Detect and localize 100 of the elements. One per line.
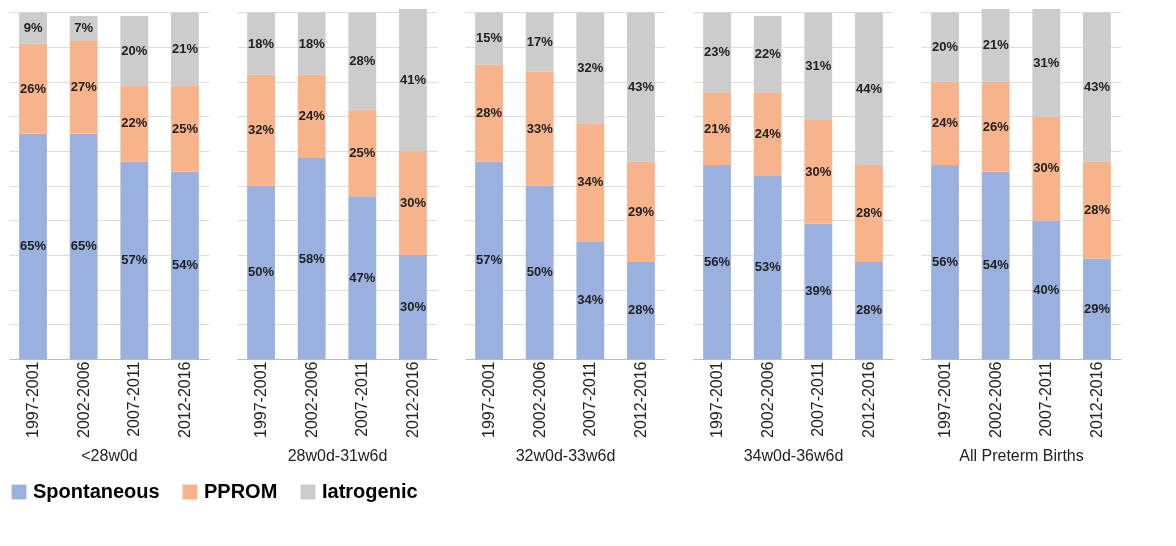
bar	[525, 71, 554, 186]
data-label: 44%	[855, 80, 883, 96]
data-label: 28%	[855, 205, 883, 221]
bar	[1032, 220, 1061, 359]
bar	[804, 12, 833, 120]
bar	[19, 133, 47, 359]
bar	[171, 85, 199, 172]
data-label: 28%	[349, 52, 376, 68]
bar	[1083, 161, 1111, 259]
bar	[348, 12, 377, 110]
x-tick-label: 2007-2011	[581, 361, 599, 437]
bar	[703, 164, 731, 359]
data-label: 32%	[577, 59, 604, 75]
bar	[931, 12, 959, 82]
x-tick-label: 2007-2011	[353, 361, 371, 437]
bar	[247, 74, 275, 186]
bar	[297, 12, 326, 75]
bar	[981, 171, 1010, 359]
bar	[855, 12, 883, 165]
data-label: 57%	[476, 252, 503, 268]
data-label: 18%	[298, 35, 326, 51]
data-label: 50%	[248, 264, 275, 280]
bar	[475, 64, 503, 162]
bar	[69, 40, 98, 134]
data-label: 54%	[171, 257, 199, 273]
data-label: 57%	[121, 252, 148, 268]
x-tick-label: 2012-2016	[1087, 361, 1105, 439]
bar	[576, 123, 605, 242]
bar	[348, 196, 377, 359]
data-label: 58%	[298, 250, 326, 266]
x-axis-title: 34w0d-36w6d	[743, 447, 844, 465]
bar	[120, 85, 149, 162]
bar	[297, 74, 326, 159]
bar	[297, 158, 326, 359]
data-label: 30%	[1033, 160, 1060, 176]
data-label: 47%	[349, 269, 376, 285]
data-label: 39%	[805, 283, 832, 299]
data-label: 65%	[70, 238, 98, 254]
x-tick-label: 1997-2001	[252, 361, 270, 439]
data-label: 53%	[754, 259, 782, 275]
x-tick-label: 2007-2011	[809, 361, 827, 437]
bar	[399, 151, 427, 256]
bar	[753, 15, 782, 93]
data-label: 21%	[704, 120, 731, 136]
bar	[19, 43, 47, 134]
bar	[753, 92, 782, 176]
x-axis-title: 32w0d-33w6d	[515, 447, 616, 465]
data-label: 23%	[704, 44, 731, 60]
x-axis-title: All Preterm Births	[959, 447, 1084, 465]
bar	[576, 241, 605, 359]
data-label: 65%	[20, 238, 47, 254]
legend-label: PPROM	[204, 480, 278, 502]
data-label: 24%	[932, 115, 959, 131]
bar	[981, 9, 1010, 82]
data-label: 20%	[121, 42, 148, 58]
data-label: 20%	[932, 39, 959, 55]
bar	[931, 81, 959, 165]
data-label: 43%	[1083, 78, 1111, 94]
data-label: 56%	[704, 253, 731, 269]
data-label: 43%	[627, 78, 655, 94]
bar	[804, 223, 833, 359]
data-label: 28%	[627, 302, 655, 318]
x-tick-label: 2007-2011	[125, 361, 143, 437]
bar	[703, 12, 731, 93]
data-label: 18%	[248, 35, 275, 51]
bar	[1083, 12, 1111, 162]
bar	[703, 92, 731, 165]
data-label: 30%	[399, 299, 427, 315]
bar	[348, 109, 377, 197]
bar	[855, 164, 883, 262]
bar	[399, 9, 427, 152]
x-tick-label: 2002-2006	[530, 361, 548, 439]
x-tick-label: 2002-2006	[74, 361, 92, 439]
data-label: 41%	[399, 72, 427, 88]
bar	[753, 175, 782, 359]
data-label: 32%	[248, 122, 275, 138]
bar	[627, 161, 655, 262]
bar	[69, 133, 98, 359]
data-label: 9%	[23, 20, 43, 36]
data-label: 31%	[805, 58, 832, 74]
x-tick-label: 2002-2006	[986, 361, 1004, 439]
data-label: 29%	[1083, 300, 1111, 316]
data-label: 26%	[20, 80, 47, 96]
bar	[804, 119, 833, 224]
bar	[627, 261, 655, 359]
bar	[931, 164, 959, 359]
data-label: 21%	[982, 37, 1010, 53]
data-label: 28%	[476, 104, 503, 120]
data-label: 24%	[298, 108, 326, 124]
data-label: 30%	[399, 195, 427, 211]
bar	[1032, 116, 1061, 221]
data-label: 34%	[577, 292, 604, 308]
data-label: 27%	[70, 78, 98, 94]
bar	[399, 255, 427, 359]
data-label: 28%	[855, 302, 883, 318]
data-label: 21%	[171, 40, 199, 56]
x-tick-label: 1997-2001	[24, 361, 42, 439]
data-label: 15%	[476, 30, 503, 46]
data-label: 30%	[805, 163, 832, 179]
x-tick-label: 1997-2001	[936, 361, 954, 439]
